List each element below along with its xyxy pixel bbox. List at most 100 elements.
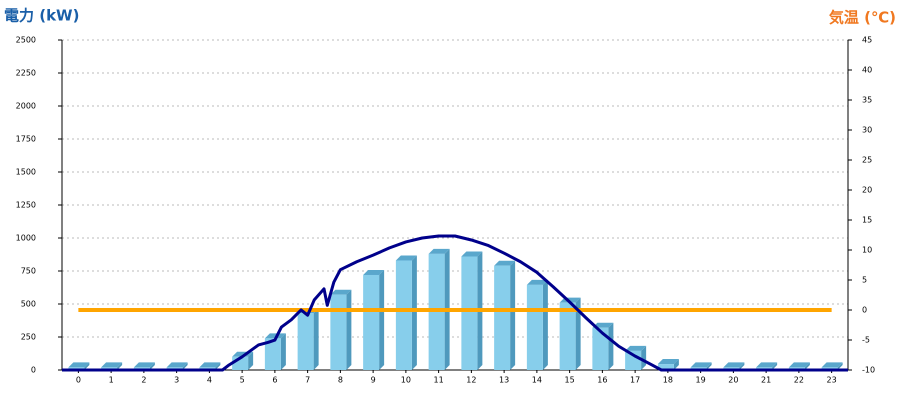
bar-top xyxy=(821,362,843,368)
bar-side xyxy=(804,362,810,370)
bar-3d xyxy=(494,260,516,370)
bar-top xyxy=(788,362,810,368)
x-tick-label: 5 xyxy=(240,376,245,385)
bar xyxy=(461,256,478,370)
bar xyxy=(494,265,511,370)
bar-top xyxy=(363,269,385,275)
y2-tick-label: 30 xyxy=(862,126,872,135)
bar-side xyxy=(117,362,123,370)
y2-axis-title: 気温 (℃) xyxy=(829,9,896,27)
y2-tick-label: 5 xyxy=(862,276,867,285)
x-tick-label: 20 xyxy=(728,376,738,385)
bar-top xyxy=(526,279,548,285)
x-tick-label: 6 xyxy=(272,376,277,385)
bar xyxy=(559,302,576,370)
x-tick-label: 3 xyxy=(174,376,179,385)
y-tick-label: 2000 xyxy=(16,102,36,111)
x-tick-label: 0 xyxy=(76,376,81,385)
y2-tick-label: -10 xyxy=(862,366,875,375)
y2-tick-label: -5 xyxy=(862,336,870,345)
bar xyxy=(363,274,380,370)
bar-side xyxy=(510,260,516,370)
y2-tick-label: 10 xyxy=(862,246,872,255)
bar-side xyxy=(739,362,745,370)
bar-side xyxy=(837,362,843,370)
bar-side xyxy=(313,308,319,370)
x-tick-label: 7 xyxy=(305,376,310,385)
bar-3d xyxy=(363,269,385,370)
y2-tick-label: 45 xyxy=(862,36,872,45)
y2-tick-label: 25 xyxy=(862,156,872,165)
bar xyxy=(526,284,543,370)
x-tick-label: 14 xyxy=(532,376,542,385)
x-tick-label: 18 xyxy=(663,376,673,385)
y2-tick-label: 0 xyxy=(862,306,867,315)
x-tick-label: 11 xyxy=(434,376,444,385)
y-tick-label: 0 xyxy=(31,366,36,375)
x-tick-label: 8 xyxy=(338,376,343,385)
bar-top xyxy=(756,362,778,368)
y2-tick-label: 20 xyxy=(862,186,872,195)
bar xyxy=(297,313,314,370)
bar-3d xyxy=(592,322,614,370)
x-tick-label: 23 xyxy=(827,376,837,385)
y-tick-label: 1000 xyxy=(16,234,36,243)
bar-side xyxy=(84,362,90,370)
bar-3d xyxy=(526,279,548,370)
bar-3d xyxy=(657,359,679,370)
bar-side xyxy=(641,345,647,370)
y2-tick-label: 35 xyxy=(862,96,872,105)
bar-3d xyxy=(461,251,483,370)
bar-top xyxy=(657,359,679,365)
x-tick-label: 9 xyxy=(371,376,376,385)
bar-top xyxy=(166,362,188,368)
bar-side xyxy=(149,362,155,370)
bar-top xyxy=(461,251,483,257)
bar-top xyxy=(690,362,712,368)
y-tick-label: 2250 xyxy=(16,69,36,78)
x-tick-label: 2 xyxy=(141,376,146,385)
x-tick-label: 16 xyxy=(597,376,607,385)
bar-side xyxy=(215,362,221,370)
bar-side xyxy=(379,269,385,370)
bar-3d xyxy=(395,255,417,370)
bar xyxy=(657,364,674,370)
x-tick-label: 4 xyxy=(207,376,212,385)
y-tick-label: 250 xyxy=(21,333,36,342)
y2-tick-label: 15 xyxy=(862,216,872,225)
bar-top xyxy=(330,289,352,295)
x-tick-label: 1 xyxy=(109,376,114,385)
x-tick-label: 19 xyxy=(696,376,706,385)
bar-side xyxy=(706,362,712,370)
bar-side xyxy=(411,255,417,370)
bar-top xyxy=(494,260,516,266)
bar-side xyxy=(182,362,188,370)
y2-tick-label: 40 xyxy=(862,66,872,75)
bar-top xyxy=(199,362,221,368)
bar xyxy=(592,327,609,370)
bar-side xyxy=(346,289,352,370)
y-axis-title: 電力 (kW) xyxy=(4,7,79,25)
bar-top xyxy=(625,345,647,351)
y-tick-label: 1500 xyxy=(16,168,36,177)
x-tick-label: 13 xyxy=(499,376,509,385)
bar-top xyxy=(133,362,155,368)
y-tick-label: 2500 xyxy=(16,36,36,45)
bar-side xyxy=(542,279,548,370)
x-tick-label: 12 xyxy=(466,376,476,385)
bar-top xyxy=(395,255,417,261)
bar-side xyxy=(248,351,254,370)
x-tick-label: 22 xyxy=(794,376,804,385)
y-tick-label: 500 xyxy=(21,300,36,309)
bar-side xyxy=(673,359,679,370)
x-tick-label: 21 xyxy=(761,376,771,385)
y-tick-label: 1250 xyxy=(16,201,36,210)
line xyxy=(62,234,848,372)
y-tick-label: 750 xyxy=(21,267,36,276)
bar-side xyxy=(575,297,581,370)
bar-top xyxy=(428,248,450,254)
bar-top xyxy=(101,362,123,368)
bar-top xyxy=(723,362,745,368)
bar xyxy=(395,260,412,370)
